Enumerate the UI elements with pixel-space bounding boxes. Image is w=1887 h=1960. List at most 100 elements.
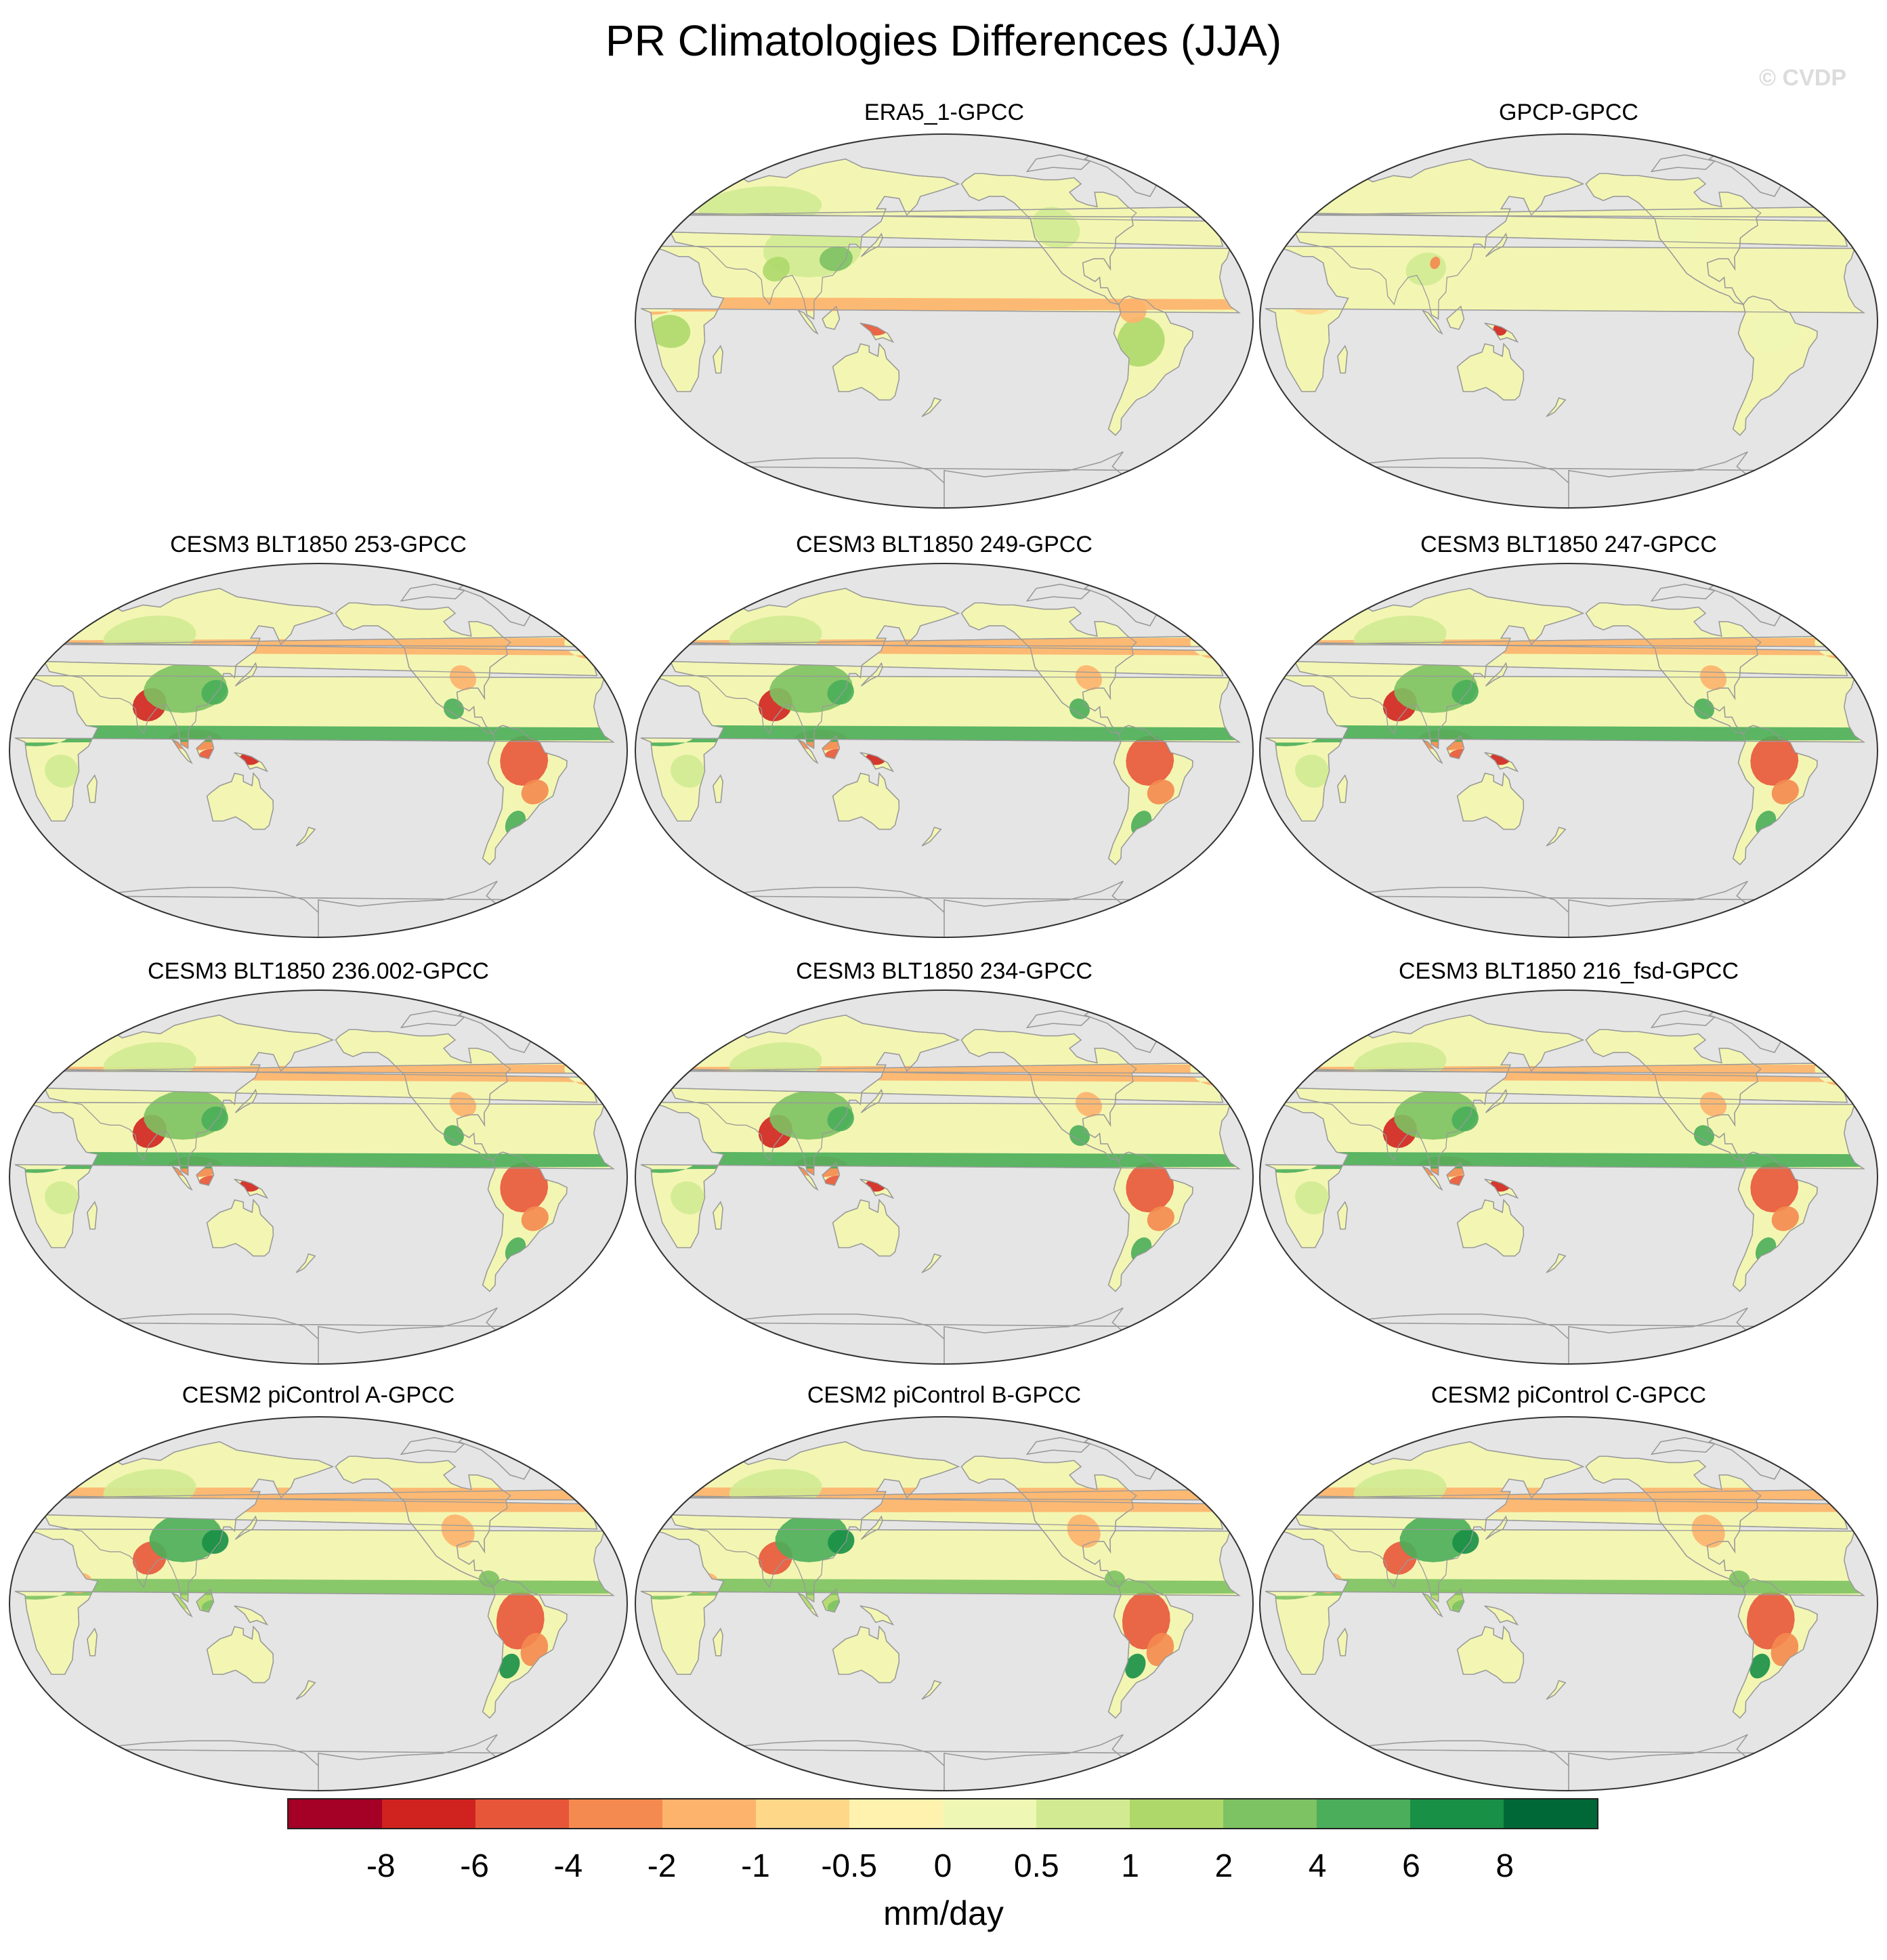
colorbar-segment <box>289 1799 382 1828</box>
panel-title: CESM3 BLT1850 234-GPCC <box>796 958 1093 984</box>
coastline <box>295 1253 316 1273</box>
coastline <box>655 1441 1224 1603</box>
coastline <box>822 1162 841 1187</box>
coastline <box>1337 345 1348 374</box>
anomaly-region <box>201 679 228 705</box>
coastline <box>797 310 819 335</box>
anomaly-region <box>1693 698 1714 719</box>
anomaly-region <box>1125 1653 1146 1679</box>
map-border <box>635 989 1254 1365</box>
coastline <box>1732 1151 1818 1292</box>
coastline <box>832 343 900 401</box>
anomaly-region <box>201 1106 228 1132</box>
anomaly-region <box>449 1092 477 1117</box>
anomaly-region <box>45 754 79 788</box>
coastline <box>196 1588 215 1613</box>
colorbar-tick-label: -4 <box>553 1848 583 1884</box>
anomaly-region <box>1069 1125 1090 1146</box>
coastline <box>171 1592 193 1618</box>
colorbar-segment <box>569 1799 662 1828</box>
coastline <box>1025 1437 1091 1455</box>
anomaly-region <box>1117 316 1165 367</box>
coastline <box>822 1588 841 1613</box>
coastline <box>295 1680 316 1700</box>
coastline <box>29 588 598 750</box>
coastline <box>196 1162 215 1187</box>
coastline <box>1485 1515 1508 1540</box>
coastline <box>1456 1199 1525 1257</box>
coastline <box>1446 735 1465 760</box>
anomaly-region <box>500 1162 549 1213</box>
coastline <box>1337 1201 1348 1230</box>
coastline <box>1485 662 1508 687</box>
coastline <box>1446 305 1465 331</box>
anomaly-region <box>1699 665 1727 691</box>
coastline <box>235 1088 257 1113</box>
colorbar-segment <box>1223 1799 1317 1828</box>
colorbar-tick-label: 0 <box>933 1848 952 1884</box>
anomaly-region <box>443 698 464 719</box>
coastline <box>1025 1010 1091 1029</box>
coastline <box>1279 588 1848 750</box>
anomaly-region <box>499 1653 520 1679</box>
anomaly-region <box>1430 256 1441 270</box>
anomaly-region <box>521 779 549 805</box>
anomaly-region <box>1451 1106 1479 1132</box>
colorbar-segment <box>1317 1799 1410 1828</box>
coastline <box>235 662 257 687</box>
coastline <box>1446 1162 1465 1187</box>
coastline <box>713 1201 723 1230</box>
coastline <box>921 826 942 847</box>
coastline <box>921 397 942 417</box>
colorbar-tick-label: -1 <box>741 1848 770 1884</box>
coastline <box>206 1625 274 1684</box>
coastline <box>87 774 98 803</box>
colorbar-segment <box>382 1799 475 1828</box>
coastline <box>1279 1441 1848 1603</box>
coastline <box>1585 173 1762 305</box>
coastline <box>1585 602 1762 735</box>
map-panel <box>9 563 628 938</box>
map-border <box>635 563 1254 938</box>
colorbar-segment <box>756 1799 849 1828</box>
panel-title: CESM2 piControl A-GPCC <box>182 1382 455 1408</box>
colorbar-tick-label: -8 <box>366 1848 396 1884</box>
colorbar-units: mm/day <box>883 1894 1004 1932</box>
coastline <box>655 1015 1224 1176</box>
anomaly-region <box>1069 698 1090 719</box>
colorbar-tick-label: 6 <box>1402 1848 1420 1884</box>
colorbar-tick-label: 0.5 <box>1013 1848 1059 1884</box>
anomaly-region <box>671 754 705 788</box>
panel-title: CESM3 BLT1850 236.002-GPCC <box>148 958 489 984</box>
coastline <box>861 1515 883 1540</box>
coastline <box>1337 1627 1348 1657</box>
colorbar-tick-label: 2 <box>1214 1848 1233 1884</box>
anomaly-region <box>827 679 854 705</box>
figure-title: PR Climatologies Differences (JJA) <box>605 16 1282 65</box>
coastline <box>335 1029 511 1162</box>
coastline <box>1025 154 1091 173</box>
coastline <box>921 1680 942 1700</box>
coastline <box>1732 725 1818 866</box>
anomaly-region <box>775 1512 849 1562</box>
coastline <box>1732 1578 1818 1719</box>
coastline <box>206 772 274 830</box>
anomaly-region <box>1126 736 1174 786</box>
anomaly-region <box>1399 1512 1473 1562</box>
coastline <box>713 774 723 803</box>
map-panel <box>635 563 1254 938</box>
coastline <box>482 725 568 866</box>
anomaly-region <box>1699 1092 1727 1117</box>
coastline <box>1546 826 1567 847</box>
anomaly-region <box>1126 1162 1174 1213</box>
anomaly-region <box>1295 754 1330 788</box>
map-panel <box>9 989 628 1365</box>
anomaly-region <box>827 1106 854 1132</box>
map-border <box>1259 1416 1878 1791</box>
coastline <box>1585 1029 1762 1162</box>
coastline <box>860 752 894 773</box>
map-panel <box>1259 989 1878 1365</box>
colorbar-tick-label: 1 <box>1121 1848 1139 1884</box>
map-border <box>1259 563 1878 938</box>
panel-title: CESM3 BLT1850 216_fsd-GPCC <box>1398 958 1739 984</box>
